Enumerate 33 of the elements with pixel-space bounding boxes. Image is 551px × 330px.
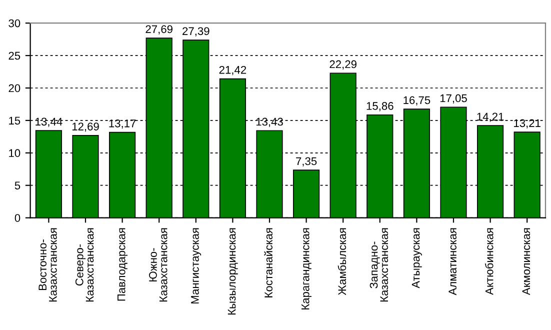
- x-tick-label: Жамбылская: [338, 228, 346, 296]
- y-tick-label: 25: [8, 52, 20, 60]
- data-label: 13,21: [514, 119, 540, 128]
- x-tick-label: Южно- Казахстанская: [149, 228, 168, 302]
- x-tick-label: Кызылординская: [228, 228, 238, 315]
- x-tick-label: Восточно- Казахстанская: [38, 228, 57, 302]
- data-label: 22,29: [330, 60, 356, 70]
- data-label: 27,69: [146, 25, 172, 34]
- x-tick-label: Северо- Казахстанская: [75, 228, 94, 302]
- data-label: 7,35: [296, 157, 317, 166]
- data-label: 16,75: [404, 96, 430, 106]
- x-tick-label: Западно- Казахстанская: [370, 228, 388, 302]
- data-label: 13,44: [36, 118, 62, 127]
- x-tick-label: Карагандинская: [302, 228, 312, 310]
- data-label: 17,05: [440, 94, 467, 104]
- x-tick-label: Атырауская: [412, 228, 422, 288]
- x-tick-label: Мангистауская: [191, 228, 202, 304]
- y-tick-label: 0: [14, 214, 20, 222]
- y-tick-label: 5: [14, 182, 20, 190]
- x-tick-label: Алматинская: [448, 228, 456, 296]
- x-tick-label: Актюбинская: [485, 228, 494, 295]
- y-tick-label: 15: [9, 116, 20, 125]
- y-tick-label: 30: [8, 19, 20, 28]
- x-tick-label: Павлодарская: [118, 228, 128, 301]
- y-tick-label: 20: [8, 84, 20, 92]
- y-tick-label: 10: [9, 149, 20, 158]
- x-tick-label: Акмолинская: [522, 228, 530, 296]
- data-label: 13,43: [256, 118, 283, 127]
- data-label: 15,86: [366, 102, 394, 112]
- data-label: 27,39: [182, 27, 210, 36]
- data-label: 21,42: [219, 66, 246, 76]
- data-label: 12,69: [72, 122, 99, 132]
- x-tick-label: Костанайская: [264, 228, 272, 298]
